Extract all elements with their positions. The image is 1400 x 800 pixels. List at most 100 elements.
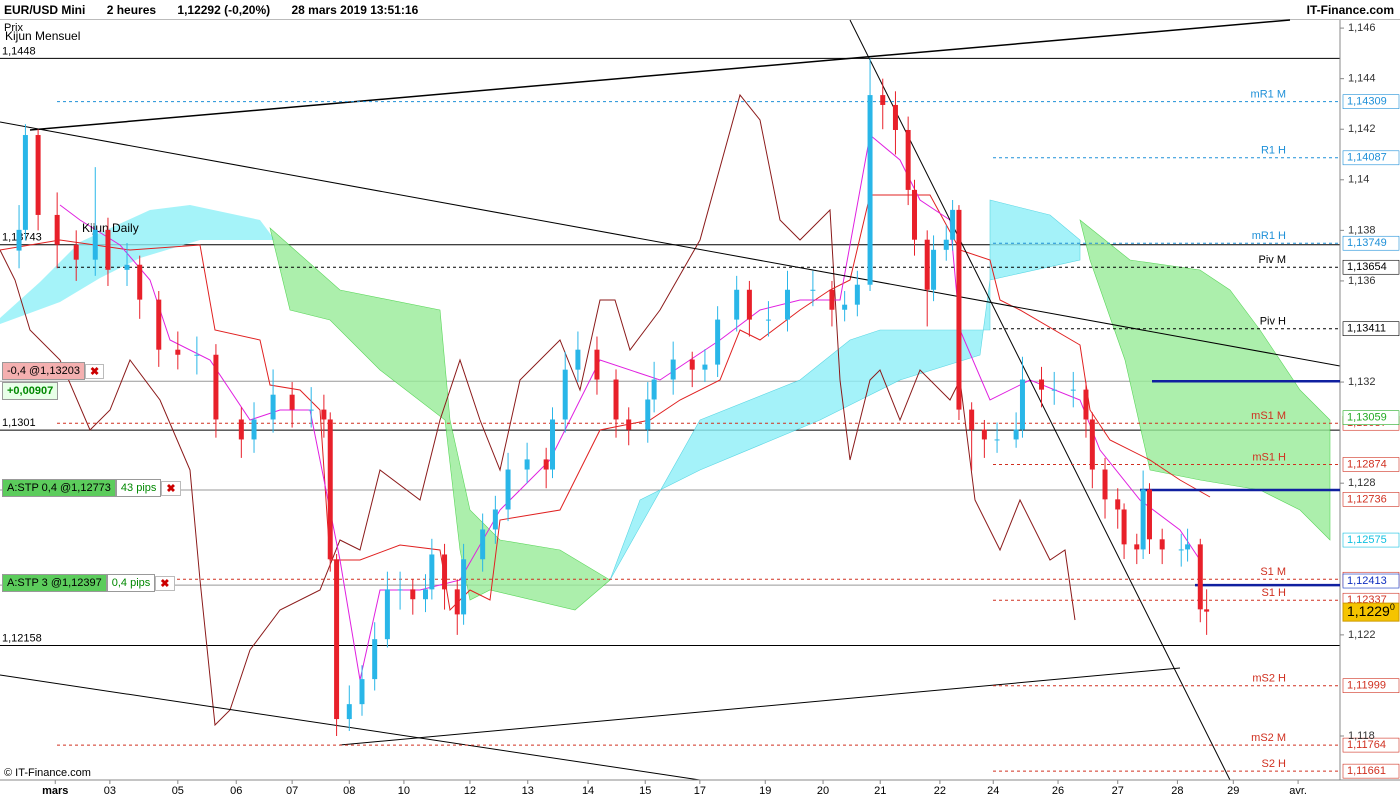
price-box-label: 1,12736 (1347, 493, 1387, 505)
price-box-label: 1,12575 (1347, 534, 1387, 546)
price-box (1342, 678, 1400, 693)
candle-body (92, 229, 98, 260)
cloud (1079, 219, 1331, 541)
price-box (1342, 150, 1400, 166)
price-box-label: 1,13749 (1347, 237, 1387, 249)
candle-body (702, 364, 708, 370)
y-tick-label: 1,146 (1348, 22, 1376, 34)
price-box-label: 1,12413 (1347, 575, 1387, 587)
candle-body (442, 554, 448, 590)
x-tick-label: 17 (694, 785, 706, 797)
candle-body (689, 359, 695, 370)
candle-body (270, 394, 276, 420)
y-tick-label: 1,142 (1348, 123, 1376, 135)
price-box-label: 1,11999 (1347, 680, 1386, 692)
candle-body (594, 349, 600, 380)
candle-body (854, 284, 860, 305)
candles (16, 58, 1210, 737)
brand: IT-Finance.com (1306, 3, 1394, 17)
close-button[interactable]: ✖ (84, 363, 105, 379)
pivot-label: mS1 M (1251, 410, 1286, 422)
pivot-label: S1 H (1262, 587, 1287, 599)
period: 2 heures (106, 3, 157, 17)
price-box-label: 1,13411 (1347, 323, 1386, 335)
candle-body (1013, 429, 1019, 440)
candle-body (321, 409, 327, 420)
x-tick-label: 24 (987, 785, 999, 797)
candle-body (334, 559, 340, 720)
candle-body (492, 509, 498, 530)
order-position: A:STP 3 @1,12397 (2, 574, 107, 592)
candle-body (981, 429, 987, 440)
candle-body (308, 409, 314, 411)
candle-body (670, 359, 676, 380)
candle-body (905, 129, 911, 190)
candle-body (892, 104, 898, 130)
pivot-label: S1 M (1260, 566, 1286, 578)
candle-body (16, 229, 22, 251)
order-box: A:STP 3 @1,12397 0,4 pips ✖ (2, 574, 175, 592)
candle-body (1134, 544, 1140, 550)
last-price-box (1342, 602, 1400, 622)
pivot-label: Piv M (1259, 254, 1287, 266)
last-price-value: 1,1229 (1347, 603, 1390, 619)
candle-body (524, 459, 530, 470)
candle-body (1204, 609, 1210, 612)
price-box (1342, 763, 1400, 779)
last-price-label: 1,12290 (1347, 602, 1395, 618)
order-position: -0,4 @1,13203 (2, 362, 85, 380)
cloud (0, 205, 275, 324)
header: EUR/USD Mini 2 heures 1,12292 (-0,20%) 2… (0, 0, 1400, 20)
price-box (1342, 94, 1400, 109)
candle-body (454, 589, 460, 615)
candle-body (784, 289, 790, 320)
y-tick-label: 1,14 (1348, 174, 1369, 186)
candle-body (956, 209, 962, 410)
x-tick-label: 08 (343, 785, 355, 797)
x-tick-label: 20 (817, 785, 829, 797)
pivot-label: R1 H (1261, 145, 1286, 157)
pivot-label: mS2 H (1252, 673, 1286, 685)
candle-body (1140, 489, 1146, 550)
trend-lines (0, 19, 1341, 781)
x-tick-label: 27 (1112, 785, 1124, 797)
pivot-label: mR1 M (1251, 89, 1286, 101)
candle-body (213, 354, 219, 420)
candle-body (842, 304, 848, 310)
candle-body (1159, 539, 1165, 550)
candle-body (651, 379, 657, 400)
y-tick-label: 1,138 (1348, 224, 1376, 236)
order-position: A:STP 0,4 @1,12773 (2, 479, 116, 497)
close-button[interactable]: ✖ (155, 575, 175, 591)
trend-line (849, 19, 1231, 781)
pivot-label: mS1 H (1252, 451, 1286, 463)
candle-body (1146, 489, 1152, 540)
candle-body (931, 249, 937, 290)
close-button[interactable]: ✖ (161, 480, 181, 496)
price-box (1342, 321, 1400, 337)
candle-body (1197, 544, 1203, 610)
candle-body (1089, 419, 1095, 470)
candle-body (105, 229, 111, 270)
candle-body (238, 419, 244, 440)
candle-body (880, 95, 886, 105)
candle-body (54, 214, 60, 245)
price-box-label: 1,12874 (1347, 458, 1387, 470)
price-box (1342, 235, 1400, 251)
candle-body (505, 469, 511, 510)
x-tick-label: 15 (639, 785, 651, 797)
candle-body (372, 639, 378, 680)
candle-body (175, 349, 181, 355)
candle-body (1115, 499, 1121, 510)
candle-body (1019, 379, 1025, 430)
reference-label: 1,12158 (2, 632, 42, 644)
price-box-label: 1,13654 (1347, 261, 1387, 273)
candle-body (613, 379, 619, 420)
y-tick-label: 1,118 (1348, 730, 1375, 742)
order-pips: 0,4 pips (106, 574, 156, 592)
candle-body (575, 349, 581, 370)
order-box: A:STP 0,4 @1,12773 43 pips ✖ (2, 479, 181, 497)
price-box (1342, 457, 1400, 472)
